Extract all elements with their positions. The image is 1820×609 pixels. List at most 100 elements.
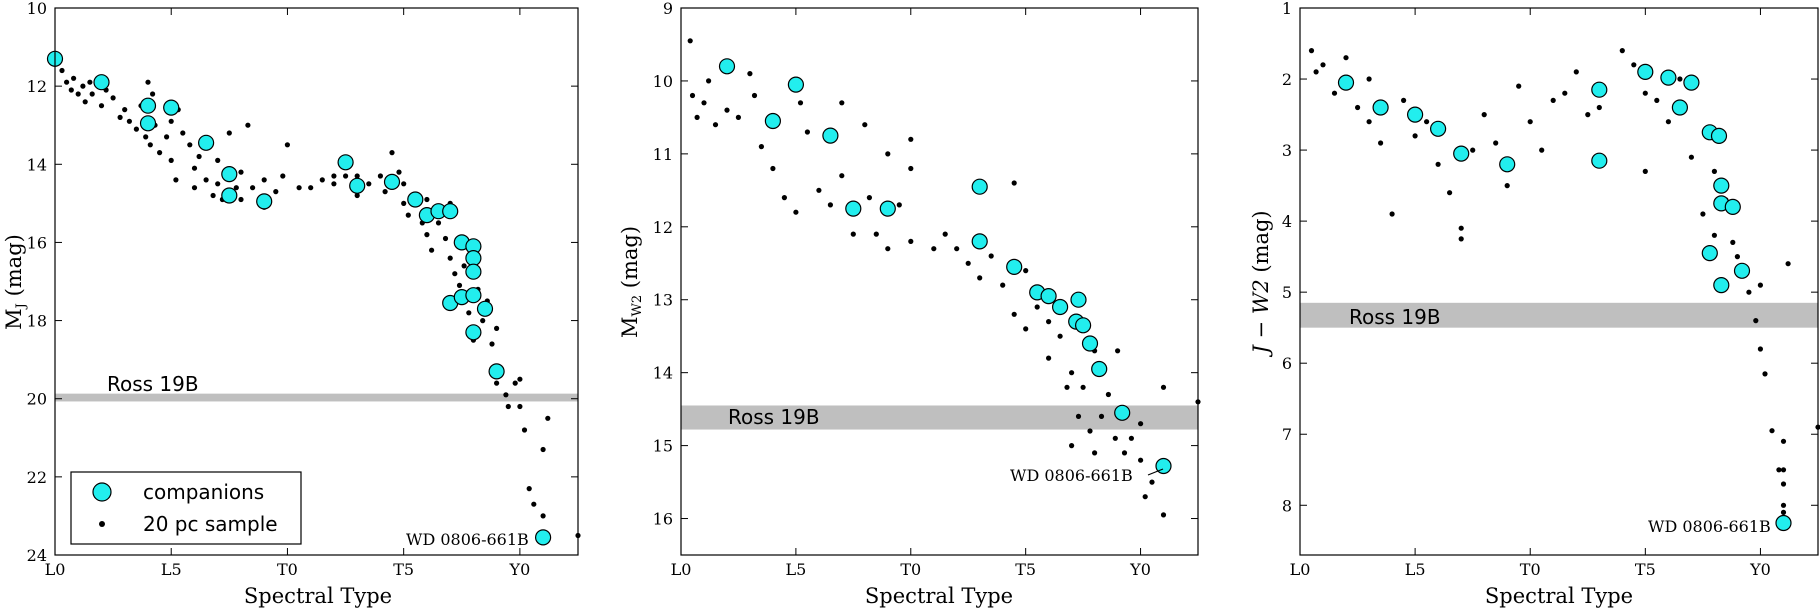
sample-point-mj-95 (531, 501, 537, 507)
companion-point-jw2-7 (1591, 152, 1608, 169)
sample-point-mw2-11 (770, 165, 776, 172)
sample-point-jw2-29 (1619, 48, 1625, 54)
sample-point-mw2-5 (712, 122, 719, 128)
sample-point-mw2-13 (793, 209, 799, 215)
sample-point-mj-75 (452, 271, 458, 277)
companion-point-mj-21 (465, 263, 482, 280)
sample-point-jw2-0 (1308, 48, 1315, 54)
sample-point-jw2-33 (1654, 97, 1660, 103)
ross19b-band-mj (55, 393, 578, 402)
sample-point-mj-31 (191, 165, 198, 171)
sample-point-mj-13 (117, 114, 123, 120)
sample-point-mj-89 (505, 403, 511, 410)
ticks-mw2: L0 L5 T0 T5 Y0 9 10 11 12 13 14 15 16 (653, 0, 1198, 579)
y-tick-label-mw2-3: 12 (653, 218, 673, 237)
sample-point-jw2-54 (1780, 509, 1787, 515)
sample-point-mj-14 (122, 107, 128, 113)
plot-frame-mj (54, 7, 579, 556)
y-tick-label-jw2-2: 3 (1282, 141, 1292, 160)
sample-point-mw2-48 (1075, 413, 1082, 419)
x-tick-label-mj-4: Y0 (509, 560, 531, 579)
sample-point-mw2-39 (1023, 268, 1029, 274)
sample-point-jw2-52 (1780, 467, 1787, 473)
sample-point-mw2-1 (689, 92, 696, 99)
sample-point-mw2-4 (706, 78, 712, 84)
companion-point-mj-15 (442, 203, 459, 220)
sample-point-mj-94 (526, 486, 532, 492)
companion-points-mw2 (718, 58, 1172, 475)
sample-point-mj-84 (489, 341, 495, 347)
companion-point-mj-25 (488, 363, 505, 380)
x-tick-label-jw2-4: Y0 (1749, 560, 1771, 579)
sample-point-jw2-31 (1642, 90, 1648, 96)
sample-point-mj-30 (187, 142, 193, 148)
legend-sample-label: 20 pc sample (143, 512, 278, 536)
y-axis-main-jw2: J − W2 (1249, 279, 1273, 357)
companion-point-jw2-20 (1775, 514, 1792, 532)
sample-point-jw2-42 (1730, 239, 1736, 245)
sample-point-mw2-12 (781, 195, 788, 201)
y-axis-unit-jw2: (mag) (1249, 210, 1273, 279)
companion-point-mj-26 (534, 529, 552, 546)
sample-point-mw2-26 (896, 202, 902, 208)
y-tick-label-jw2-6: 7 (1282, 425, 1292, 444)
sample-point-mw2-53 (1098, 413, 1105, 419)
legend-sample-marker (99, 521, 105, 527)
ross19b-band-rect-mj (55, 393, 578, 402)
sample-point-mw2-28 (908, 136, 914, 142)
sample-point-mw2-31 (942, 231, 948, 237)
sample-point-jw2-30 (1631, 62, 1637, 68)
sample-point-mj-15 (126, 118, 132, 124)
sample-point-mj-63 (401, 181, 407, 187)
sample-point-mw2-17 (827, 202, 834, 208)
companion-point-jw2-0 (1337, 74, 1355, 91)
sample-point-mj-90 (512, 380, 518, 386)
sample-point-mw2-34 (977, 275, 983, 281)
sample-point-jw2-9 (1389, 211, 1395, 217)
y-tick-label-jw2-1: 2 (1282, 70, 1292, 89)
sample-point-mw2-52 (1092, 450, 1098, 456)
sample-point-mw2-49 (1080, 384, 1086, 390)
sample-point-jw2-12 (1424, 119, 1430, 125)
sample-points-mj (52, 52, 581, 539)
sample-point-mj-23 (157, 150, 163, 156)
y-tick-label-jw2-4: 5 (1282, 283, 1292, 302)
sample-point-jw2-47 (1757, 282, 1763, 288)
sample-point-jw2-19 (1493, 140, 1499, 146)
sample-point-mj-49 (284, 142, 290, 148)
x-tick-label-mj-1: L5 (161, 560, 182, 579)
sample-point-mw2-30 (931, 246, 937, 252)
sample-point-mw2-61 (1142, 494, 1148, 500)
sample-point-mj-41 (238, 169, 244, 175)
companion-point-mw2-11 (1051, 298, 1069, 316)
sample-point-jw2-7 (1366, 119, 1372, 125)
sample-point-jw2-27 (1585, 112, 1591, 118)
sample-point-mw2-20 (850, 231, 856, 237)
y-tick-label-mw2-1: 10 (653, 72, 673, 91)
y-tick-label-mj-7: 24 (27, 546, 47, 565)
y-axis-main-mj: M (2, 308, 26, 330)
sample-point-mj-32 (191, 185, 198, 191)
sample-point-jw2-36 (1688, 154, 1694, 160)
sample-point-jw2-26 (1573, 69, 1579, 75)
sample-point-mj-56 (354, 173, 360, 179)
sample-point-jw2-51 (1780, 438, 1787, 444)
companion-point-mj-1 (93, 74, 110, 91)
companion-point-mw2-0 (718, 58, 736, 75)
companion-point-jw2-11 (1683, 74, 1700, 91)
sample-point-jw2-8 (1378, 140, 1384, 146)
sample-point-mj-59 (377, 173, 383, 179)
companion-point-jw2-1 (1372, 99, 1389, 116)
sample-point-mj-2 (64, 79, 70, 85)
x-tick-label-mj-2: T0 (277, 560, 298, 579)
sample-point-mj-68 (424, 232, 430, 238)
y-tick-label-mj-5: 20 (27, 390, 47, 409)
y-tick-label-jw2-7: 8 (1282, 496, 1292, 515)
sample-point-mw2-33 (965, 260, 971, 266)
companion-point-mw2-2 (787, 76, 805, 93)
sample-point-mw2-32 (954, 246, 960, 252)
companion-point-jw2-4 (1453, 145, 1470, 162)
sample-point-mw2-22 (866, 195, 873, 201)
sample-point-mw2-10 (758, 144, 765, 150)
